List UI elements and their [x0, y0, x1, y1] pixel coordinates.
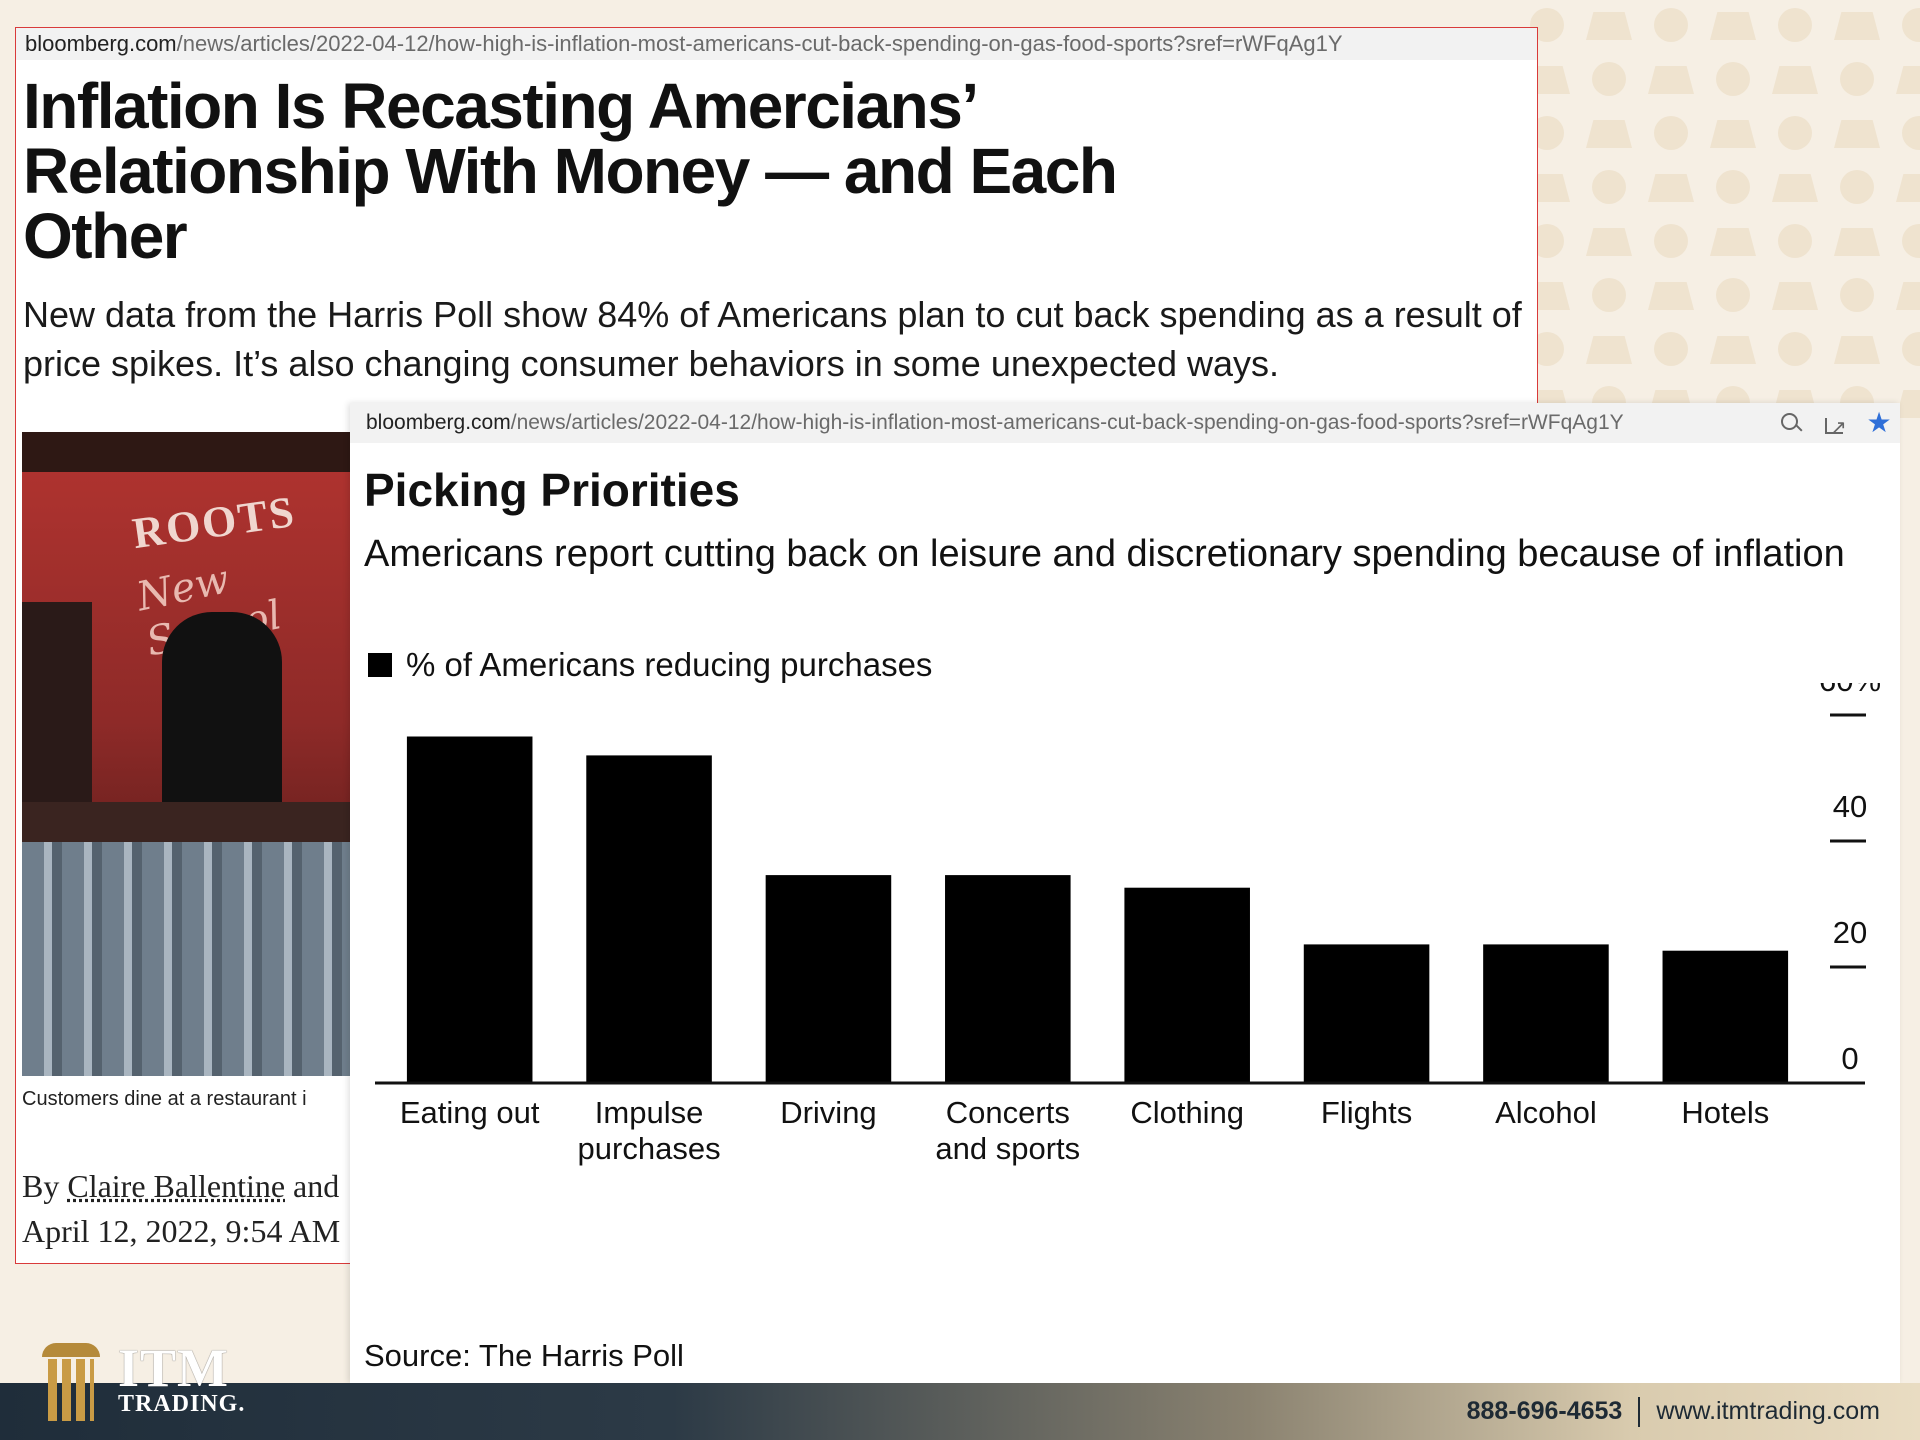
x-tick-label: Flights	[1321, 1095, 1412, 1130]
footer-website[interactable]: www.itmtrading.com	[1656, 1397, 1880, 1425]
chart-card: bloomberg.com/news/articles/2022-04-12/h…	[350, 403, 1900, 1383]
bar-eating-out	[406, 736, 533, 1083]
logo-text-trading: TRADING.	[118, 1391, 246, 1417]
article-url-host: bloomberg.com	[25, 31, 177, 56]
y-tick-label: 40	[1833, 789, 1867, 824]
x-tick-label: Clothing	[1130, 1095, 1244, 1130]
chart-legend: % of Americans reducing purchases	[368, 646, 932, 684]
logo-text-itm: ITM	[118, 1338, 229, 1398]
y-tick-label: 20	[1833, 915, 1867, 950]
share-icon[interactable]	[1822, 408, 1848, 443]
photo-caption: Customers dine at a restaurant i	[22, 1088, 307, 1110]
background-pattern	[1530, 0, 1920, 420]
chart-source: Source: The Harris Poll	[364, 1338, 684, 1373]
bar-flights	[1303, 944, 1430, 1083]
byline-suffix: and	[285, 1168, 340, 1204]
bar-hotels	[1662, 950, 1789, 1083]
article-url-bar[interactable]: bloomberg.com/news/articles/2022-04-12/h…	[16, 28, 1537, 60]
x-tick-label: Driving	[780, 1095, 876, 1130]
footer-divider	[1638, 1396, 1641, 1427]
star-icon[interactable]: ★	[1866, 407, 1892, 438]
article-date: April 12, 2022, 9:54 AM	[22, 1213, 341, 1249]
footer-contact: 888-696-4653 www.itmtrading.com	[1467, 1383, 1880, 1440]
restaurant-photo: ROOTS New School	[22, 432, 357, 1076]
chart-url-bar[interactable]: bloomberg.com/news/articles/2022-04-12/h…	[350, 403, 1900, 443]
byline-author-link[interactable]: Claire Ballentine	[67, 1168, 286, 1204]
article-dek: New data from the Harris Poll show 84% o…	[23, 294, 1522, 384]
itm-logo: ITM TRADING.	[38, 1338, 246, 1425]
article-headline: Inflation Is Recasting Amercians’ Relati…	[23, 70, 1118, 272]
chart-subtitle: Americans report cutting back on leisure…	[364, 533, 1845, 575]
legend-swatch	[368, 653, 392, 677]
bar-alcohol	[1483, 944, 1609, 1083]
x-tick-label: Hotels	[1681, 1095, 1769, 1130]
article-byline: By Claire Ballentine and	[22, 1168, 339, 1205]
byline-prefix: By	[22, 1168, 68, 1204]
legend-label: % of Americans reducing purchases	[406, 646, 933, 683]
bar-impulse-purchases	[586, 755, 712, 1083]
bar-driving	[765, 875, 892, 1083]
bar-chart: Eating out Impulse purchases Driving Concert…	[375, 683, 1881, 1166]
x-tick-label: Impulse purchases	[578, 1095, 721, 1166]
pillar-icon	[38, 1343, 104, 1425]
bar-clothing	[1124, 887, 1250, 1083]
y-tick-label: 60%	[1819, 683, 1881, 698]
x-tick-label: Alcohol	[1495, 1095, 1597, 1130]
x-tick-label: Eating out	[400, 1095, 540, 1130]
chart-title: Picking Priorities	[364, 464, 740, 516]
chart-url-path: /news/articles/2022-04-12/how-high-is-in…	[510, 411, 1624, 434]
footer-phone[interactable]: 888-696-4653	[1466, 1397, 1623, 1425]
zoom-icon[interactable]	[1778, 410, 1804, 436]
chart-url-host: bloomberg.com	[366, 411, 511, 434]
article-url-path: /news/articles/2022-04-12/how-high-is-in…	[176, 31, 1343, 56]
footer-bar	[0, 1383, 1920, 1440]
x-tick-label: Concerts and sports	[935, 1095, 1080, 1166]
y-tick-label: 0	[1841, 1041, 1858, 1076]
browser-toolbar: ★	[1778, 403, 1892, 443]
bar-concerts-and-sports	[945, 875, 1071, 1083]
